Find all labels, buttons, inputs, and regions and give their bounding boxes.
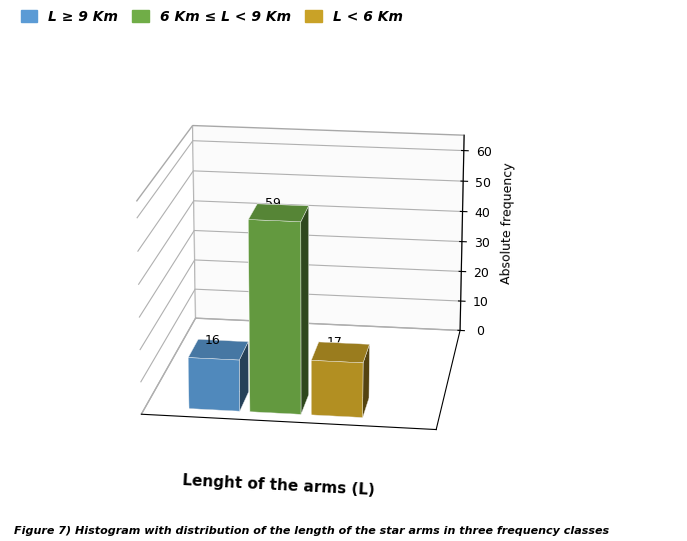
X-axis label: Lenght of the arms (L): Lenght of the arms (L) [182, 473, 375, 498]
Text: Figure 7) Histogram with distribution of the length of the star arms in three fr: Figure 7) Histogram with distribution of… [14, 526, 609, 536]
Legend: L ≥ 9 Km, 6 Km ≤ L < 9 Km, L < 6 Km: L ≥ 9 Km, 6 Km ≤ L < 9 Km, L < 6 Km [21, 10, 403, 24]
